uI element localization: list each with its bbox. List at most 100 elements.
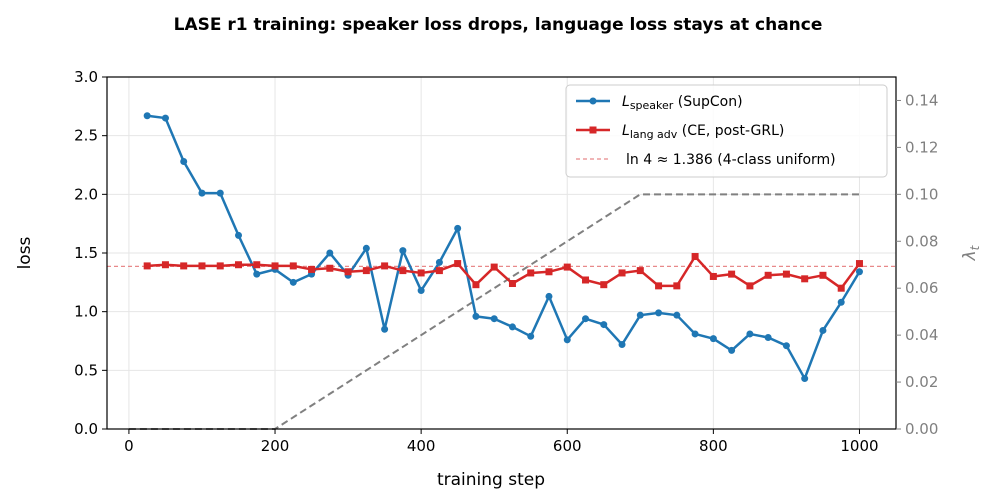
data-point [691,330,699,338]
legend-label-speaker-rest: (SupCon) [673,94,742,110]
data-point [636,267,644,275]
data-point [618,341,626,349]
data-point [143,262,151,270]
legend-marker-lang [589,126,597,134]
data-point [490,315,498,323]
y2-axis-label-main: λ [960,250,980,261]
data-point [362,267,370,275]
legend-label-speaker-sub: speaker [630,99,674,112]
series-lang-adv [143,253,863,292]
data-point [417,287,425,295]
data-point [435,258,443,266]
data-point [399,247,407,255]
data-point [819,271,827,279]
data-point [600,321,608,329]
series-line [147,114,861,380]
data-point [472,312,480,320]
x-axis-label: training step [437,470,545,490]
data-point [454,260,462,268]
y-tick-label: 1.5 [74,244,98,262]
y2-tick-label: 0.04 [905,326,938,344]
y2-axis: 0.00 0.02 0.04 0.06 0.08 0.10 0.12 0.14 [896,91,938,438]
data-point [508,280,516,288]
y-axis: 0.0 0.5 1.0 1.5 2.0 2.5 3.0 [74,68,107,438]
data-point [782,270,790,278]
y2-tick-label: 0.10 [905,185,938,203]
x-tick-label: 1000 [840,437,878,455]
data-point [326,249,334,257]
data-point [289,278,297,286]
lambda-line [128,193,860,430]
legend-label-speaker-main: L [622,94,630,110]
data-point [143,112,151,120]
data-point [837,298,845,306]
data-point [563,336,571,344]
data-point [180,262,188,270]
data-point [673,311,681,319]
y-tick-label: 1.0 [74,303,98,321]
data-point [454,224,462,232]
data-point [472,281,480,289]
data-point [271,262,279,270]
data-point [600,281,608,289]
data-point [326,264,334,272]
data-point [399,267,407,275]
data-point [636,311,644,319]
legend-marker-speaker [589,97,597,105]
y2-tick-label: 0.06 [905,279,938,297]
data-point [180,157,188,165]
legend-label-lang: Llang adv (CE, post-GRL) [622,123,784,141]
y-tick-label: 0.5 [74,361,98,379]
data-point [764,271,772,279]
data-point [508,323,516,331]
data-point [801,375,809,383]
data-point [235,261,242,269]
legend: Lspeaker (SupCon) Llang adv (CE, post-GR… [565,84,888,178]
legend-label-lang-main: L [622,123,630,139]
legend-box [565,84,888,178]
y2-axis-label: λt [960,244,982,261]
data-point [673,282,681,290]
y-tick-label: 0.0 [74,420,98,438]
data-point [289,262,297,270]
data-point [381,325,389,333]
data-point [746,330,754,338]
data-point [618,269,626,277]
legend-label-speaker: Lspeaker (SupCon) [622,94,743,112]
data-point [435,267,443,275]
data-point [235,231,242,239]
data-point [782,342,790,350]
y-axis-label: loss [15,236,35,269]
legend-label-lang-rest: (CE, post-GRL) [677,123,784,139]
data-point [216,189,224,197]
x-axis: 0 200 400 600 800 1000 [124,429,879,455]
data-point [253,261,261,269]
data-point [582,315,590,323]
data-point [527,269,535,277]
data-point [655,282,663,290]
x-tick-label: 400 [407,437,436,455]
data-point [527,332,535,340]
data-point [819,326,827,334]
y2-tick-label: 0.12 [905,138,938,156]
data-point [198,262,206,270]
legend-label-reference: ln 4 ≈ 1.386 (4-class uniform) [626,152,836,168]
y-tick-label: 3.0 [74,68,98,86]
data-point [764,333,772,341]
data-point [746,282,754,290]
x-tick-label: 200 [261,437,290,455]
series-speaker [143,112,863,383]
lambda-schedule-line [128,193,860,430]
data-point [563,263,571,271]
chart-title: LASE r1 training: speaker loss drops, la… [174,15,823,35]
series-line [147,255,861,290]
data-point [855,268,863,276]
y2-tick-label: 0.00 [905,420,938,438]
y2-axis-label-sub: t [968,244,982,250]
data-point [216,262,224,270]
data-point [198,189,206,197]
y2-tick-label: 0.02 [905,373,938,391]
data-point [308,265,316,273]
data-point [381,262,389,270]
